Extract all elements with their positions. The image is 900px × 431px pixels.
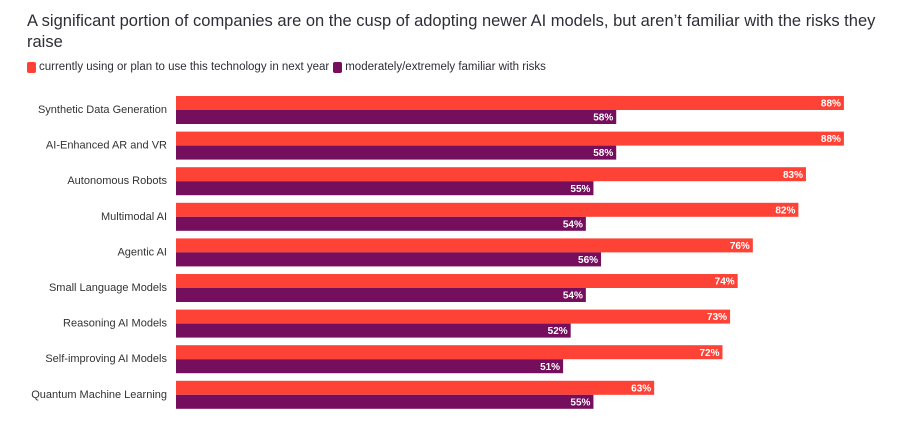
bar-risk-familiarity-ai-enhanced-ar-and-vr	[176, 145, 617, 160]
bar-adoption-synthetic-data-generation	[176, 96, 844, 110]
bar-adoption-agentic-ai	[176, 238, 753, 253]
value-label-adoption-multimodal-ai: 82%	[775, 205, 795, 216]
value-label-risk-familiarity-small-language-models: 54%	[563, 291, 583, 302]
value-label-adoption-synthetic-data-generation: 88%	[821, 99, 841, 110]
value-label-risk-familiarity-ai-enhanced-ar-and-vr: 58%	[593, 148, 613, 159]
bar-risk-familiarity-synthetic-data-generation	[176, 110, 617, 124]
legend-item-adoption: currently using or plan to use this tech…	[27, 61, 329, 73]
category-label-synthetic-data-generation: Synthetic Data Generation	[38, 104, 167, 116]
legend-label-adoption: currently using or plan to use this tech…	[39, 61, 330, 73]
bar-adoption-multimodal-ai	[176, 202, 799, 217]
value-label-adoption-self-improving-ai-models: 72%	[699, 348, 719, 359]
value-label-adoption-quantum-machine-learning: 63%	[631, 383, 651, 394]
category-label-small-language-models: Small Language Models	[49, 282, 168, 294]
value-label-adoption-small-language-models: 74%	[715, 277, 735, 288]
bar-risk-familiarity-reasoning-ai-models	[176, 323, 571, 338]
category-label-self-improving-ai-models: Self-improving AI Models	[45, 353, 167, 365]
value-label-adoption-reasoning-ai-models: 73%	[707, 312, 727, 323]
bar-adoption-reasoning-ai-models	[176, 309, 731, 324]
bar-adoption-autonomous-robots	[176, 167, 806, 182]
bar-risk-familiarity-multimodal-ai	[176, 216, 586, 231]
bar-adoption-small-language-models	[176, 274, 738, 288]
bar-adoption-ai-enhanced-ar-and-vr	[176, 131, 844, 146]
value-label-risk-familiarity-multimodal-ai: 54%	[563, 219, 583, 230]
category-label-ai-enhanced-ar-and-vr: AI-Enhanced AR and VR	[46, 140, 167, 152]
bar-risk-familiarity-agentic-ai	[176, 252, 602, 267]
bar-risk-familiarity-quantum-machine-learning	[176, 394, 594, 409]
category-label-agentic-ai: Agentic AI	[117, 246, 167, 258]
value-label-adoption-ai-enhanced-ar-and-vr: 88%	[821, 134, 841, 145]
value-label-risk-familiarity-synthetic-data-generation: 58%	[593, 113, 613, 124]
chart-title: A significant portion of companies are o…	[27, 12, 876, 51]
value-label-risk-familiarity-agentic-ai: 56%	[578, 255, 598, 266]
value-label-risk-familiarity-reasoning-ai-models: 52%	[548, 326, 568, 337]
category-label-quantum-machine-learning: Quantum Machine Learning	[31, 389, 167, 401]
legend-item-risk-familiarity: moderately/extremely familiar with risks	[333, 61, 546, 73]
bar-risk-familiarity-small-language-models	[176, 288, 586, 302]
bar-adoption-quantum-machine-learning	[176, 380, 655, 395]
value-label-risk-familiarity-self-improving-ai-models: 51%	[540, 362, 560, 373]
value-label-adoption-agentic-ai: 76%	[730, 241, 750, 252]
bar-adoption-self-improving-ai-models	[176, 345, 723, 360]
bar-risk-familiarity-autonomous-robots	[176, 181, 594, 196]
category-label-autonomous-robots: Autonomous Robots	[67, 175, 167, 187]
legend: currently using or plan to use this tech…	[27, 61, 550, 73]
value-label-risk-familiarity-quantum-machine-learning: 55%	[570, 397, 590, 408]
legend-swatch-risk-familiarity	[333, 61, 343, 73]
category-label-multimodal-ai: Multimodal AI	[101, 211, 167, 223]
bar-risk-familiarity-self-improving-ai-models	[176, 359, 564, 374]
legend-label-risk-familiarity: moderately/extremely familiar with risks	[345, 61, 546, 73]
legend-swatch-adoption	[27, 61, 36, 73]
value-label-risk-familiarity-autonomous-robots: 55%	[570, 184, 590, 195]
value-label-adoption-autonomous-robots: 83%	[783, 170, 803, 181]
category-label-reasoning-ai-models: Reasoning AI Models	[63, 318, 167, 330]
